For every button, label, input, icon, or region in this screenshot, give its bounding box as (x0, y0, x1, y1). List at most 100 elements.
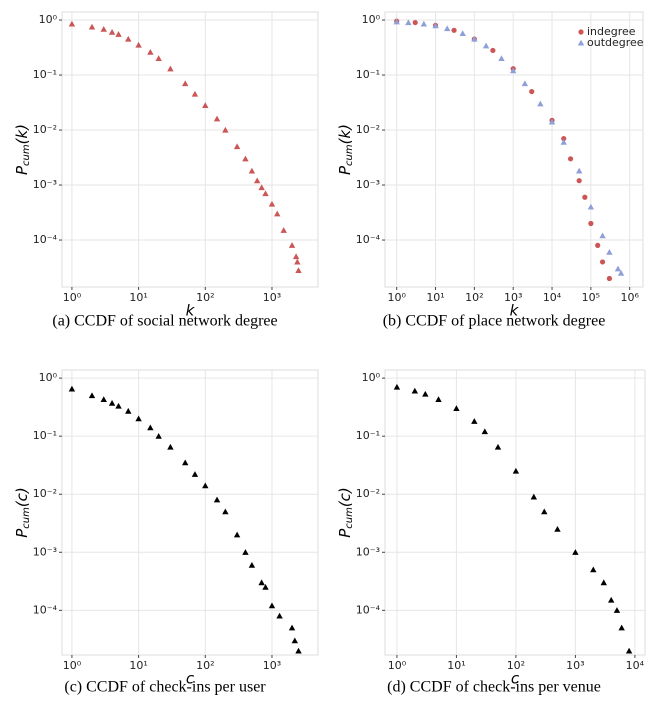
data-point (268, 602, 276, 609)
y-label-arg: (c) (13, 487, 31, 507)
x-tick-label: 10¹ (447, 659, 465, 672)
data-point (222, 126, 229, 133)
data-point (575, 167, 583, 174)
data-point (490, 47, 496, 54)
data-point (167, 443, 174, 450)
data-point (572, 549, 579, 555)
data-point (288, 242, 296, 248)
data-point (100, 396, 107, 402)
y-axis-label: Pcum(k) (336, 124, 356, 175)
data-point (599, 232, 606, 239)
data-point (115, 31, 122, 37)
x-tick-label: 10¹ (129, 291, 147, 304)
data-point (68, 385, 76, 392)
data-point (88, 23, 96, 30)
data-point (618, 624, 625, 631)
y-label-base: P (13, 165, 31, 175)
data-point (561, 135, 567, 142)
y-tick-label: 10⁰ (39, 13, 58, 26)
data-point (587, 203, 595, 210)
y-tick-label: 10⁻² (33, 123, 57, 136)
data-point (191, 471, 199, 477)
data-point (567, 156, 574, 162)
y-tick-label: 10⁻¹ (33, 68, 57, 81)
data-point (459, 30, 466, 37)
caption: (a) CCDF of social network degree (52, 313, 277, 330)
x-tick-label: 10² (465, 291, 483, 304)
data-point (288, 624, 296, 631)
y-tick-label: 10⁻² (356, 123, 380, 136)
x-tick-label: 10⁰ (63, 659, 82, 672)
y-label-base: P (13, 528, 31, 538)
data-point (590, 566, 597, 573)
data-point (405, 19, 412, 26)
data-point (167, 65, 174, 72)
data-point (600, 579, 607, 586)
data-point (276, 612, 283, 619)
data-point (100, 26, 107, 32)
data-point (435, 396, 442, 402)
y-tick-label: 10⁻³ (356, 545, 380, 558)
x-tick-label: 10⁶ (620, 291, 639, 304)
plot-panel (61, 369, 319, 656)
data-point (294, 258, 301, 265)
data-point (521, 80, 529, 87)
data-point (213, 496, 221, 503)
y-tick-label: 10⁻⁴ (356, 603, 381, 616)
data-point (68, 20, 76, 27)
data-point (606, 275, 612, 282)
data-point (125, 35, 132, 42)
x-tick-label: 10² (196, 291, 214, 304)
x-tick-label: 10⁰ (387, 291, 406, 304)
x-tick-label: 10⁴ (543, 291, 562, 304)
data-point (482, 42, 490, 49)
data-point (595, 242, 601, 248)
plot-panel (61, 11, 319, 288)
x-tick-label: 10¹ (426, 291, 444, 304)
data-point (182, 80, 189, 87)
data-point (453, 405, 460, 412)
y-label-arg: (k) (336, 124, 354, 144)
data-point (530, 493, 538, 500)
x-axis-label: c (186, 670, 195, 688)
data-point (606, 249, 613, 255)
y-label-arg: (k) (13, 124, 31, 144)
y-tick-label: 10⁰ (362, 371, 381, 384)
data-point (529, 88, 535, 95)
data-point (420, 20, 428, 27)
data-point (625, 647, 633, 654)
caption: (c) CCDF of check-ins per user (64, 679, 266, 696)
data-point (481, 428, 489, 435)
data-point (147, 49, 154, 55)
data-point (258, 184, 265, 191)
x-axis-label: k (186, 302, 196, 320)
x-tick-label: 10⁵ (582, 291, 600, 304)
y-tick-label: 10⁻⁴ (33, 603, 58, 616)
data-point (222, 508, 229, 515)
x-tick-label: 10² (507, 659, 525, 672)
data-point (617, 269, 625, 276)
data-point (498, 55, 505, 62)
data-point (202, 102, 209, 109)
data-point (108, 399, 116, 406)
y-label-base: P (336, 165, 354, 175)
y-tick-label: 10⁰ (39, 371, 58, 384)
data-point (560, 139, 567, 145)
y-tick-label: 10⁰ (362, 13, 381, 26)
data-point (213, 115, 221, 122)
x-tick-label: 10² (196, 659, 214, 672)
data-point (233, 143, 241, 150)
data-point (262, 190, 269, 197)
data-point (494, 443, 502, 450)
data-point (588, 220, 594, 227)
data-point (548, 118, 556, 125)
data-point (444, 25, 451, 32)
data-point (451, 27, 457, 33)
legend-label: outdegree (587, 36, 644, 49)
y-label-sub: cum (344, 507, 355, 529)
data-point (537, 100, 544, 107)
data-point (135, 415, 142, 422)
data-point (274, 210, 281, 217)
y-tick-label: 10⁻³ (356, 178, 380, 191)
